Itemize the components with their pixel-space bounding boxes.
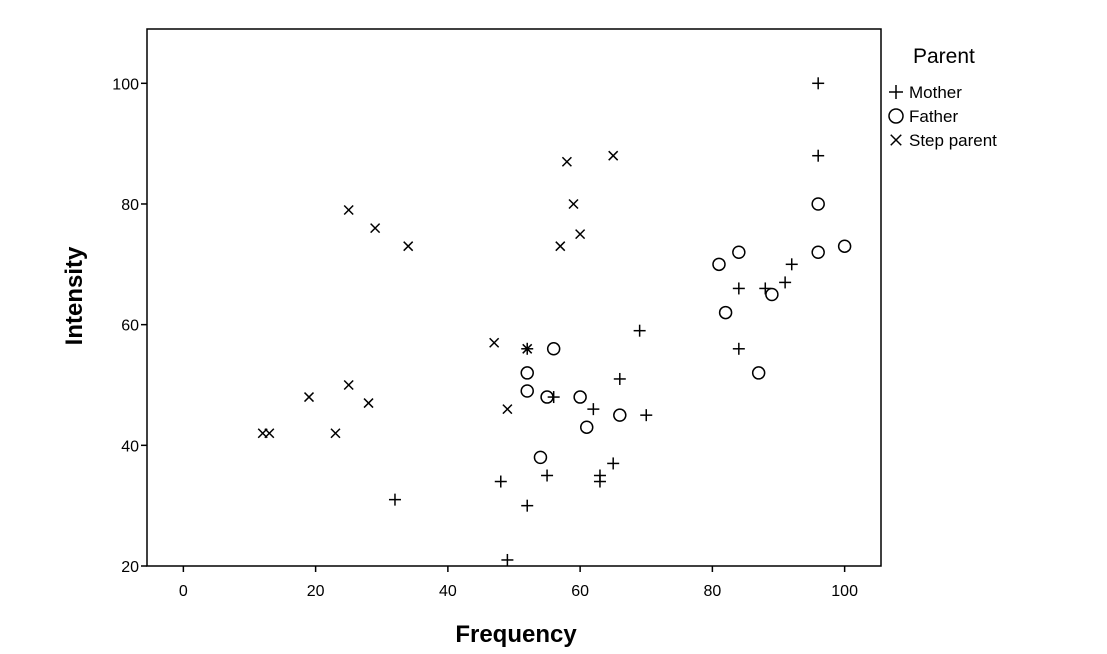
point-mother (812, 149, 825, 162)
point-mother (593, 475, 606, 488)
point-step-parent (264, 428, 275, 439)
point-step-parent (555, 241, 566, 252)
point-father (712, 257, 726, 272)
point-mother (785, 258, 798, 271)
y-tick-label: 60 (121, 318, 139, 335)
point-father (751, 366, 766, 380)
x-tick-label: 40 (439, 583, 457, 600)
y-tick-label: 100 (112, 76, 139, 93)
point-father (579, 420, 594, 434)
legend-label-mother: Mother (909, 83, 962, 102)
x-tick-label: 0 (179, 583, 188, 600)
point-father (613, 408, 627, 422)
y-tick-label: 40 (121, 438, 139, 455)
y-tick-label: 80 (121, 197, 139, 214)
point-father (837, 239, 852, 253)
point-step-parent (343, 379, 354, 391)
point-mother (521, 499, 534, 512)
point-mother (732, 282, 745, 295)
data-markers (257, 77, 852, 566)
point-step-parent (575, 229, 586, 240)
point-mother (541, 469, 554, 482)
y-axis-title: Intensity (61, 246, 88, 345)
x-tick-label: 100 (831, 583, 858, 600)
point-step-parent (363, 398, 374, 409)
legend-marker-father (888, 108, 904, 124)
legend-title: Parent (913, 45, 975, 68)
x-axis: 0 20 40 60 80 100 (179, 566, 858, 600)
point-step-parent (522, 343, 533, 354)
y-axis: 20 40 60 80 100 (112, 76, 147, 576)
point-mother (633, 324, 646, 337)
point-father (732, 245, 746, 259)
point-father (765, 287, 779, 302)
x-tick-label: 20 (307, 583, 325, 600)
point-step-parent (608, 150, 619, 161)
point-step-parent (561, 156, 572, 167)
legend: Parent Mother Father Step parent (888, 45, 997, 150)
legend-label-father: Father (909, 107, 958, 126)
x-tick-label: 60 (571, 583, 589, 600)
point-father (533, 450, 548, 465)
point-mother (494, 475, 507, 488)
legend-marker-mother (889, 85, 903, 99)
x-tick-label: 80 (703, 583, 721, 600)
legend-marker-step-parent (890, 134, 902, 146)
point-father (546, 342, 561, 356)
point-step-parent (568, 198, 579, 210)
plot-frame (146, 28, 882, 567)
point-step-parent (303, 392, 315, 403)
point-step-parent (502, 404, 513, 415)
point-father (811, 245, 825, 259)
point-father (573, 390, 587, 404)
x-axis-title: Frequency (455, 621, 577, 648)
point-step-parent (370, 223, 381, 234)
point-mother (640, 409, 653, 422)
point-step-parent (489, 337, 500, 348)
point-mother (812, 77, 825, 90)
point-step-parent (343, 204, 354, 216)
legend-label-step-parent: Step parent (909, 131, 997, 150)
point-mother (587, 403, 600, 416)
point-mother (501, 553, 514, 566)
point-mother (388, 493, 401, 506)
point-mother (732, 342, 745, 355)
point-step-parent (330, 428, 341, 439)
point-mother (613, 372, 626, 385)
point-father (811, 197, 825, 211)
point-father (540, 390, 554, 404)
point-father (520, 384, 534, 398)
y-tick-label: 20 (121, 559, 139, 576)
point-step-parent (403, 241, 414, 252)
point-father (718, 305, 733, 320)
point-father (520, 366, 534, 380)
point-mother (607, 457, 620, 470)
point-mother (779, 276, 792, 289)
